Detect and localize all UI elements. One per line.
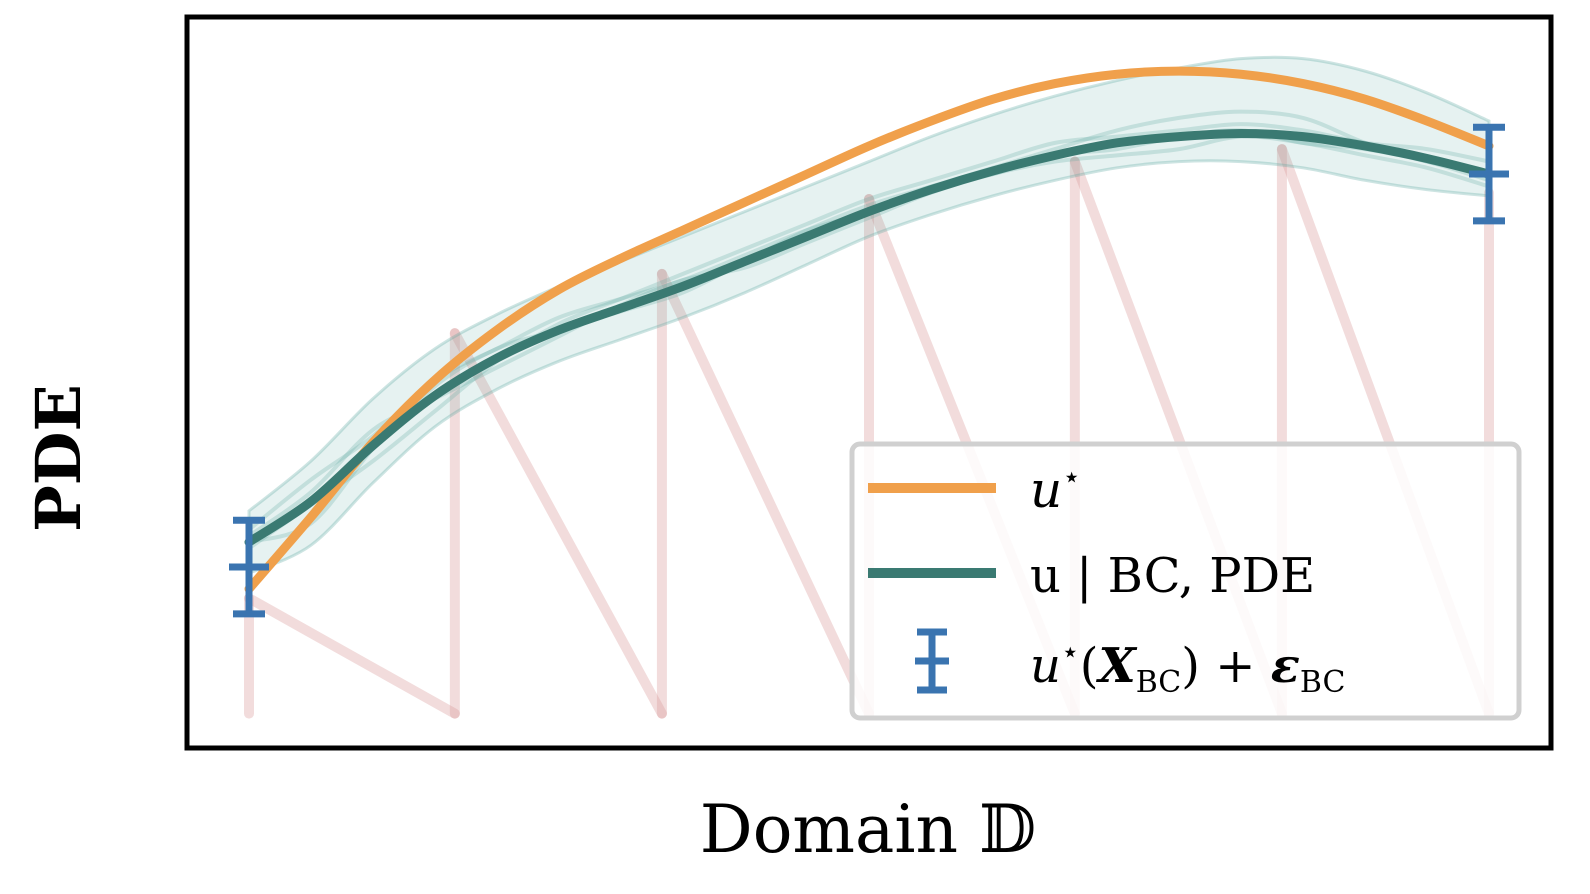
observation-layer <box>229 123 1509 618</box>
observation-errorbar <box>1469 123 1509 225</box>
posterior-sample-line <box>247 122 1490 550</box>
series-line-u-bc-pde <box>244 128 1494 547</box>
x-axis-label: Domain 𝔻 <box>700 791 1036 868</box>
series-line-u-star <box>244 66 1494 594</box>
legend-box <box>849 441 1522 721</box>
zigzag-segment <box>656 268 874 719</box>
legend-label-u-bc-pde: u | BC, PDE <box>1030 548 1315 604</box>
zigzag-segment <box>449 328 667 719</box>
legend-label-observation: u⋆(XBC) + εBC <box>1030 635 1345 700</box>
legend: u⋆ u | BC, PDE u⋆(XBC) + εBC <box>849 441 1522 721</box>
observation-errorbar <box>229 516 269 618</box>
zigzag-segment <box>244 593 460 719</box>
y-axis-label: PDE <box>22 384 95 532</box>
plot-frame <box>184 14 1554 751</box>
series-line-layer <box>244 66 1494 594</box>
legend-swatch-observation <box>915 628 949 694</box>
posterior-sample-line <box>248 109 1490 545</box>
legend-label-u-star: u⋆ <box>1030 460 1081 519</box>
